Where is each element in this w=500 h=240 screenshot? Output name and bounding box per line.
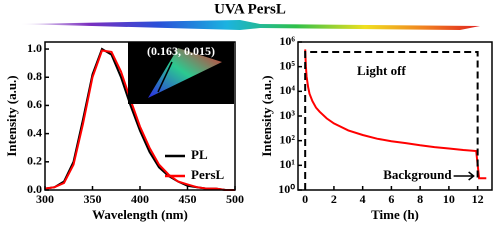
- y-tick-label: 0.6: [27, 97, 42, 111]
- cie-inset: (0.163, 0.015): [128, 42, 234, 104]
- chart: 0 2 4 6 8 10 12 10⁰ 10¹ 10² 10³ 10⁴ 10⁵ 10⁶ Time (h) In…: [259, 34, 493, 222]
- cie-gamut: [148, 48, 222, 98]
- x-tick-label: 4: [360, 192, 366, 206]
- x-tick-label: 0: [302, 192, 308, 206]
- y-tick-label: 10¹: [279, 157, 295, 171]
- annotation: Background: [383, 167, 452, 182]
- x-tick-label: 8: [417, 192, 423, 206]
- x-tick-label: 10: [443, 192, 455, 206]
- annotation: Light off: [357, 63, 406, 78]
- x-tick-label: 500: [226, 192, 244, 206]
- y-tick-label: 10⁴: [279, 83, 295, 97]
- x-axis-label: Wavelength (nm): [92, 207, 188, 222]
- y-tick-label: 1.0: [27, 41, 42, 55]
- rainbow-arrow: [20, 20, 480, 30]
- y-tick-label: 10⁵: [279, 58, 295, 72]
- y-tick-label: 0.0: [27, 182, 42, 196]
- y-axis-label: Intensity (a.u.): [259, 75, 274, 156]
- figure-title: UVA PersL: [214, 1, 286, 17]
- x-tick-label: 450: [179, 192, 197, 206]
- y-tick-label: 10⁰: [278, 182, 295, 196]
- y-tick-label: 10²: [279, 132, 295, 146]
- x-tick-label: 400: [131, 192, 149, 206]
- y-tick-label: 10³: [279, 108, 295, 122]
- data-line: [44, 49, 235, 191]
- y-tick-label: 0.2: [27, 154, 42, 168]
- x-tick-label: 2: [331, 192, 337, 206]
- x-tick-label: 300: [36, 192, 54, 206]
- cie-coordinate: (0.163, 0.015): [147, 44, 215, 58]
- legend-label: PersL: [191, 167, 225, 182]
- y-axis-label: Intensity (a.u.): [4, 75, 19, 156]
- chart: 300 350 400 450 500 0.0 0.2 0.4 0.6 0.8 1.0 Wavelen…: [4, 41, 244, 222]
- inset-arrow: [157, 61, 173, 93]
- x-axis-label: Time (h): [371, 207, 419, 222]
- data-line: [304, 49, 487, 180]
- y-tick-label: 0.4: [27, 125, 42, 139]
- x-tick-label: 12: [472, 192, 484, 206]
- y-tick-label: 0.8: [27, 69, 42, 83]
- plot-frame: [297, 41, 493, 191]
- light-off-frame: [304, 51, 479, 190]
- legend-label: PL: [191, 147, 208, 162]
- x-tick-label: 350: [84, 192, 102, 206]
- annotation-arrow: [453, 171, 475, 181]
- y-tick-label: 10⁶: [279, 34, 295, 48]
- x-tick-label: 6: [388, 192, 394, 206]
